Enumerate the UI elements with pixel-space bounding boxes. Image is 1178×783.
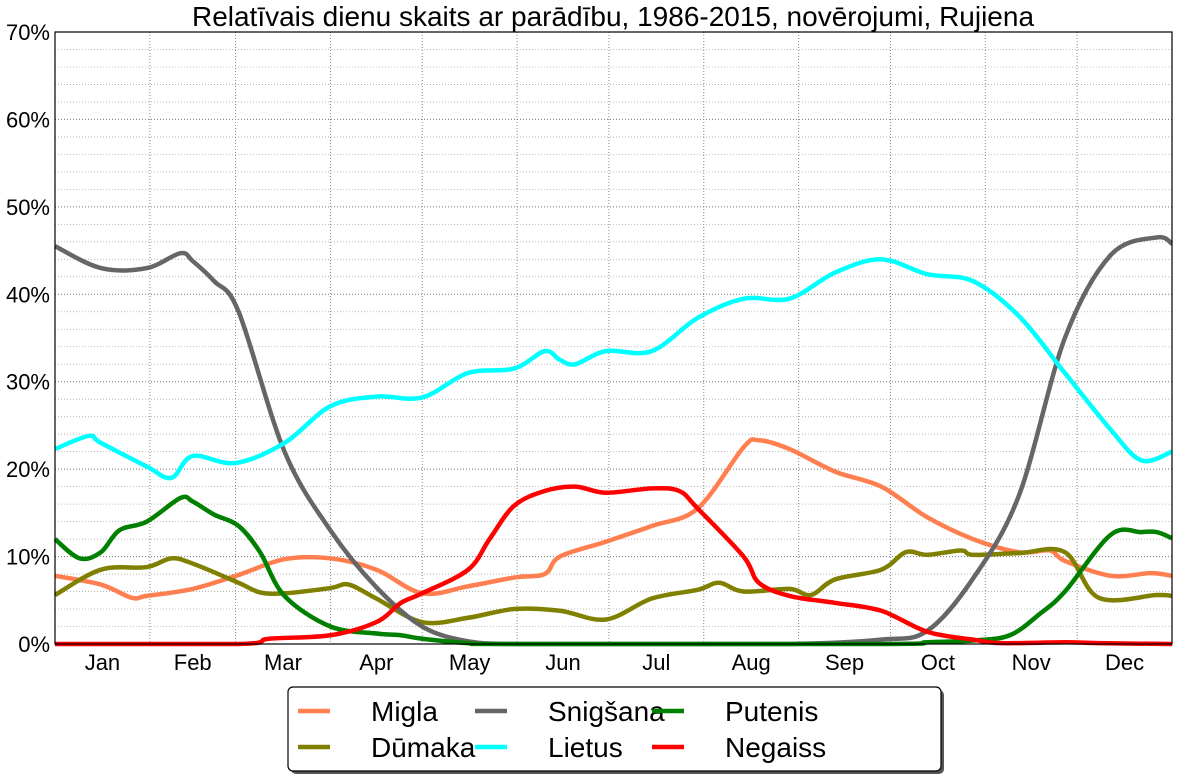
legend-label: Snigšana	[548, 696, 665, 727]
y-tick-label: 10%	[6, 545, 50, 570]
series-line-dūmaka	[53, 546, 1173, 626]
plot-frame	[54, 31, 1173, 645]
x-tick-label: Sep	[825, 650, 864, 675]
legend-label: Dūmaka	[371, 732, 476, 763]
x-tick-label: Jul	[642, 650, 670, 675]
x-tick-label: Jun	[545, 650, 580, 675]
grid	[55, 32, 1172, 644]
x-tick-label: Oct	[921, 650, 955, 675]
x-tick-label: Apr	[359, 650, 393, 675]
legend-label: Migla	[371, 696, 438, 727]
series-line-negaiss	[55, 484, 1173, 647]
x-tick-label: Dec	[1105, 650, 1144, 675]
y-tick-label: 70%	[6, 20, 50, 45]
x-tick-label: Feb	[174, 650, 212, 675]
x-tick-label: Nov	[1012, 650, 1051, 675]
y-tick-label: 40%	[6, 282, 50, 307]
y-tick-label: 20%	[6, 457, 50, 482]
series-line-putenis	[53, 494, 1173, 647]
series-line-lietus	[54, 257, 1173, 481]
series-line-snigšana	[53, 234, 1174, 647]
x-tick-label: May	[449, 650, 491, 675]
x-tick-label: Mar	[264, 650, 302, 675]
tick-labels: 0% 10% 20% 30% 40% 50% 60% 70% Jan Feb Mar Apr May Ju…	[6, 20, 1144, 675]
x-tick-label: Aug	[732, 650, 771, 675]
legend-label: Putenis	[725, 696, 818, 727]
chart-title: Relatīvais dienu skaits ar parādību, 198…	[192, 1, 1034, 32]
y-tick-label: 30%	[6, 370, 50, 395]
legend-label: Negaiss	[725, 732, 826, 763]
y-tick-label: 60%	[6, 107, 50, 132]
y-tick-label: 0%	[18, 632, 50, 657]
y-tick-label: 50%	[6, 195, 50, 220]
series-lines	[53, 234, 1174, 647]
legend-label: Lietus	[548, 732, 623, 763]
legend: Migla Dūmaka Snigšana Lietus Putenis Negaiss	[287, 686, 944, 774]
x-tick-label: Jan	[85, 650, 120, 675]
